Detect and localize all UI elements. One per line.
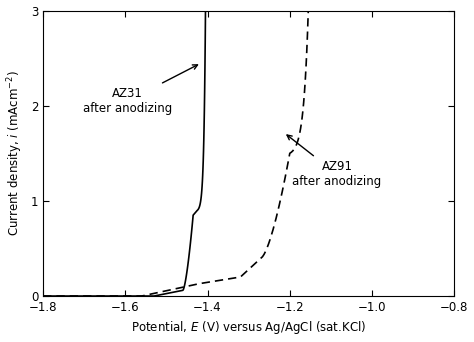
Text: AZ31
after anodizing: AZ31 after anodizing (83, 65, 198, 115)
Y-axis label: Current density, $i$ (mAcm$^{-2}$): Current density, $i$ (mAcm$^{-2}$) (6, 70, 25, 236)
Text: AZ91
after anodizing: AZ91 after anodizing (287, 135, 382, 188)
X-axis label: Potential, $E$ (V) versus Ag/AgCl (sat.KCl): Potential, $E$ (V) versus Ag/AgCl (sat.K… (131, 319, 366, 337)
